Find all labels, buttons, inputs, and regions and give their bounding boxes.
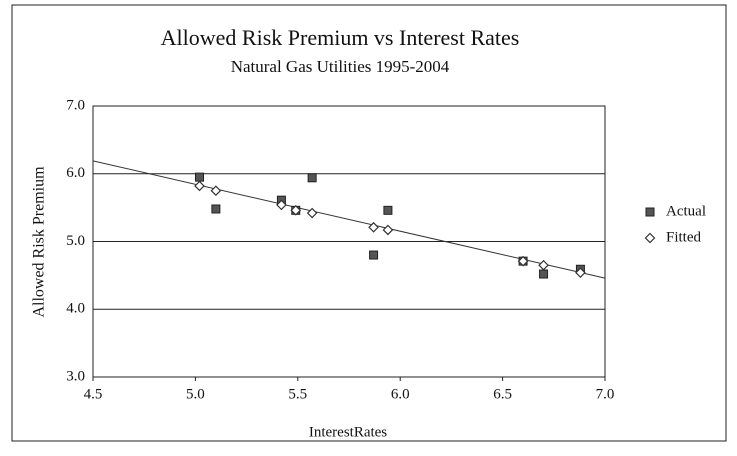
chart-subtitle: Natural Gas Utilities 1995-2004	[231, 57, 450, 76]
data-point	[276, 199, 287, 211]
data-point	[369, 250, 379, 260]
y-tick-label: 6.0	[66, 165, 85, 181]
x-tick-label: 7.0	[596, 386, 615, 402]
chart-title: Allowed Risk Premium vs Interest Rates	[161, 25, 520, 50]
y-tick-label: 4.0	[66, 301, 85, 317]
data-point	[194, 180, 205, 192]
data-point	[575, 267, 586, 279]
x-tick-label: 5.5	[288, 386, 307, 402]
legend-marker	[644, 232, 656, 244]
data-point	[290, 204, 302, 216]
y-tick-label: 7.0	[66, 97, 85, 113]
y-tick-label: 5.0	[66, 233, 85, 249]
legend-label: Fitted	[666, 229, 702, 245]
x-tick-label: 5.0	[186, 386, 205, 402]
data-point	[307, 173, 317, 183]
legend-marker	[645, 207, 655, 217]
chart-frame	[11, 4, 727, 442]
data-point	[194, 172, 204, 182]
data-point	[517, 255, 529, 267]
data-point	[539, 269, 549, 279]
y-tick-label: 3.0	[66, 368, 85, 384]
x-axis-label: InterestRates	[309, 424, 387, 440]
legend-label: Actual	[666, 203, 706, 219]
data-point	[538, 259, 549, 271]
data-point	[210, 185, 222, 197]
x-tick-label: 6.5	[493, 386, 512, 402]
x-tick-label: 6.0	[391, 386, 410, 402]
data-point	[211, 204, 221, 214]
data-point	[382, 224, 394, 236]
data-point	[368, 221, 379, 233]
trendline	[92, 160, 606, 279]
data-point	[383, 205, 393, 215]
x-tick-label: 4.5	[84, 386, 103, 402]
y-axis-label: Allowed Risk Premium	[31, 166, 48, 318]
data-point	[306, 207, 318, 219]
